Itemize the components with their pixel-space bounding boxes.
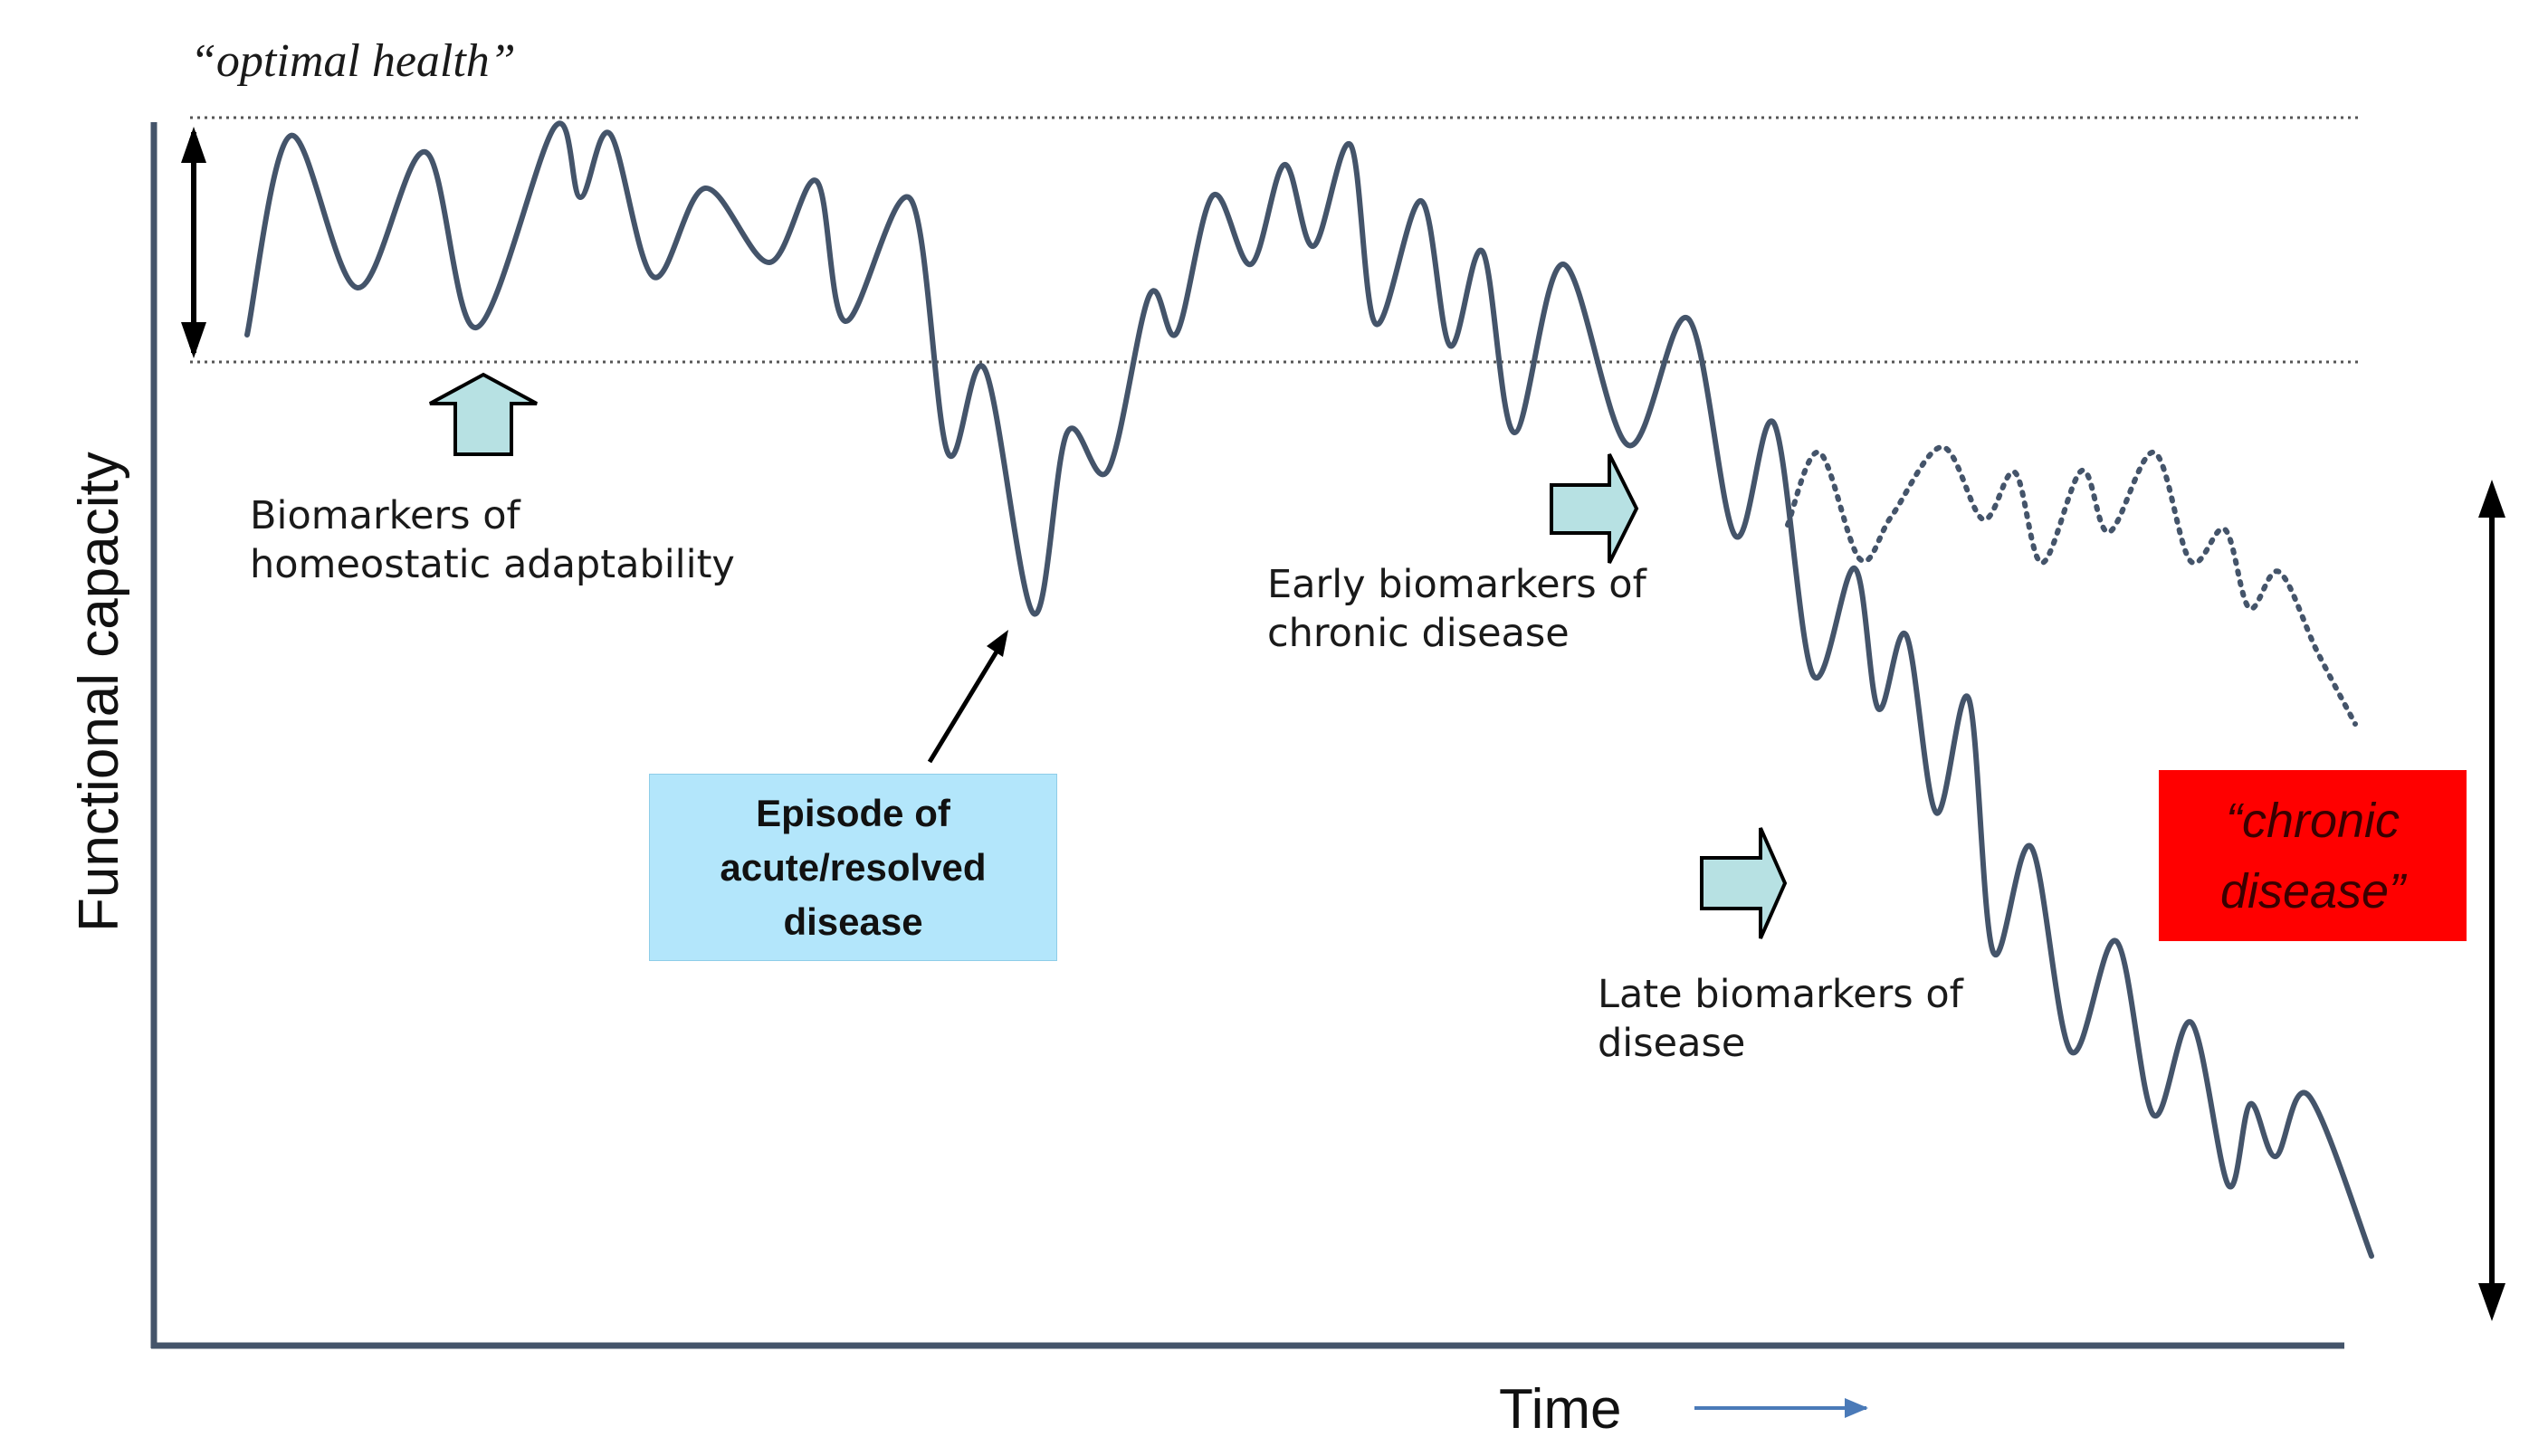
late-label-line: Late biomarkers of: [1598, 972, 1963, 1017]
early-label-line: chronic disease: [1267, 611, 1570, 656]
chronic-disease-line: “chronic: [2225, 793, 2400, 848]
homeostatic-range-arrow-bottom: [181, 322, 206, 358]
chronic-disease-line: disease”: [2219, 863, 2406, 918]
acute-episode-box: Episode of acute/resolved disease: [649, 774, 1057, 961]
homeostatic-label-line: homeostatic adaptability: [250, 542, 735, 587]
acute-episode-line: disease: [783, 899, 923, 943]
acute-episode-line: Episode of: [756, 791, 950, 834]
chronic-disease-box: “chronic disease”: [2159, 770, 2467, 941]
early-biomarker-arrow-icon: [1550, 453, 1639, 564]
late-biomarkers-label: Late biomarkers of disease: [1598, 970, 1963, 1068]
homeostatic-biomarker-arrow-icon: [429, 372, 538, 456]
early-label-line: Early biomarkers of: [1267, 562, 1646, 607]
homeostatic-label-line: Biomarkers of: [250, 493, 520, 538]
late-label-line: disease: [1598, 1021, 1746, 1066]
acute-episode-pointer-arrow: [927, 642, 1004, 764]
homeostatic-biomarkers-label: Biomarkers of homeostatic adaptability: [250, 491, 735, 589]
x-axis-label: Time: [1499, 1378, 1622, 1441]
early-biomarkers-label: Early biomarkers of chronic disease: [1267, 560, 1646, 658]
chronic-range-arrow-bottom: [2478, 1283, 2505, 1321]
alternative-trajectory-curve: [1785, 444, 2358, 727]
chronic-range-arrow-top: [2478, 480, 2505, 518]
late-biomarker-arrow-icon: [1700, 827, 1788, 939]
optimal-health-label: “optimal health”: [190, 35, 516, 87]
homeostatic-range-arrow-top: [181, 127, 206, 163]
acute-episode-line: acute/resolved: [720, 845, 987, 889]
y-axis-label: Functional capacity: [68, 452, 130, 932]
acute-episode-pointer-arrowhead: [987, 630, 1008, 657]
functional-capacity-curve: [244, 120, 2374, 1259]
